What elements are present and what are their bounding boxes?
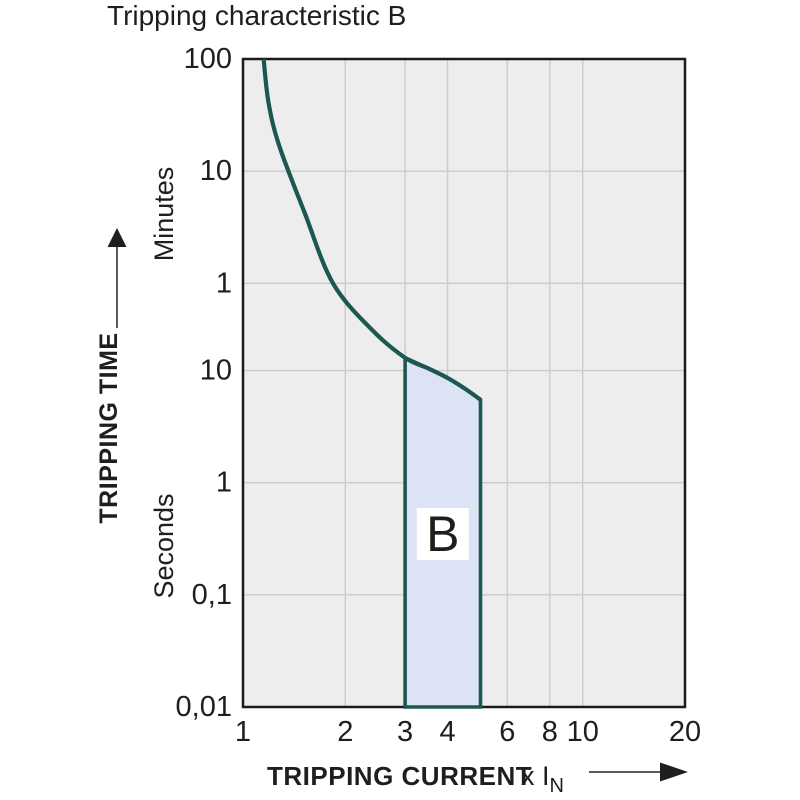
- x-tick-label: 1: [235, 716, 251, 748]
- y-axis-title: TRIPPING TIME: [95, 332, 123, 523]
- trip-curve-layer: [261, 58, 482, 402]
- x-tick-label: 10: [567, 716, 599, 748]
- y-tick-label: 100: [184, 43, 232, 75]
- x-axis-direction-arrow: [589, 762, 688, 782]
- b-label-box: [416, 508, 469, 560]
- y-axis-unit-seconds: Seconds: [149, 493, 179, 598]
- y-tick-label: 0,01: [176, 691, 232, 723]
- x-tick-label: 2: [337, 716, 353, 748]
- x-tick-label: 4: [439, 716, 455, 748]
- x-axis-unit: x IN: [521, 761, 564, 797]
- x-axis-title: TRIPPING CURRENT: [267, 761, 532, 791]
- x-tick-label: 3: [397, 716, 413, 748]
- tripping-curve: [261, 58, 482, 402]
- y-tick-label: 0,1: [192, 579, 232, 611]
- x-tick-label: 20: [669, 716, 701, 748]
- b-label-text: B: [426, 506, 459, 562]
- y-axis-unit-minutes: Minutes: [149, 167, 179, 262]
- chart-title: Tripping characteristic B: [107, 0, 406, 31]
- y-tick-label: 1: [216, 267, 232, 299]
- x-tick-label: 6: [499, 716, 515, 748]
- up-arrow-head-icon: [107, 228, 127, 247]
- right-arrow-head-icon: [660, 762, 688, 782]
- y-axis-direction-arrow: [107, 228, 127, 328]
- tick-labels-layer: 1 2 3 4 6 8 10 20 100 10 1 10 1 0,1 0,01: [176, 43, 702, 748]
- y-tick-label: 1: [216, 467, 232, 499]
- x-axis-unit-prefix: x I: [521, 761, 550, 791]
- b-band-label-layer: B: [416, 506, 469, 562]
- x-tick-label: 8: [542, 716, 558, 748]
- y-tick-label: 10: [200, 155, 232, 187]
- x-axis-unit-subscript: N: [550, 775, 564, 797]
- y-tick-label: 10: [200, 355, 232, 387]
